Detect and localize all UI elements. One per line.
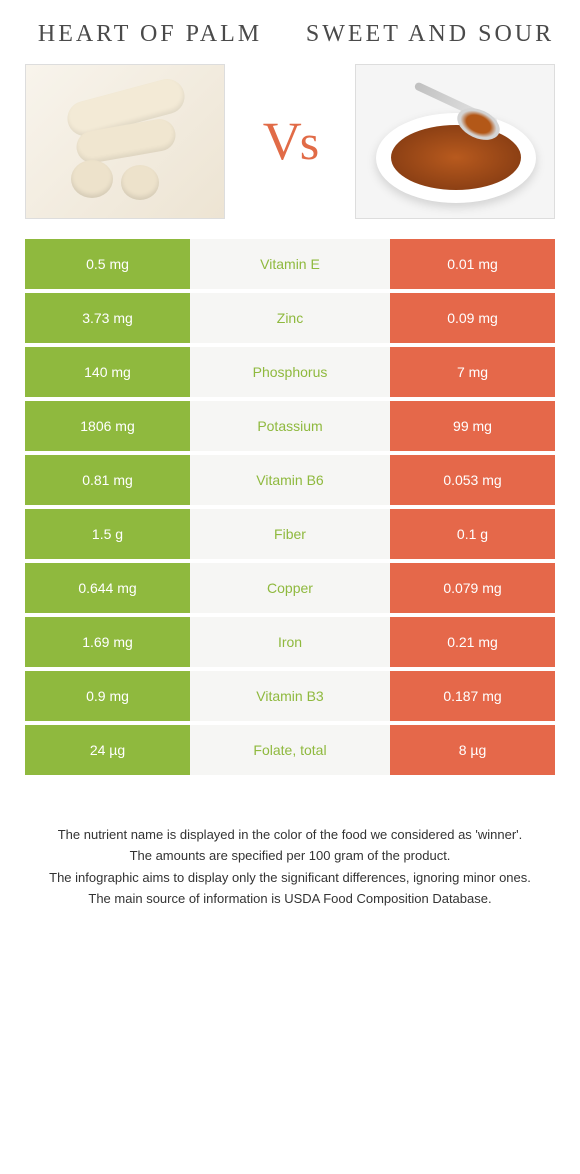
nutrient-name: Potassium	[190, 401, 390, 451]
nutrient-name: Vitamin B6	[190, 455, 390, 505]
left-value: 1.69 mg	[25, 617, 190, 667]
right-value: 0.21 mg	[390, 617, 555, 667]
right-value: 0.09 mg	[390, 293, 555, 343]
table-row: 3.73 mgZinc0.09 mg	[25, 293, 555, 343]
nutrient-name: Folate, total	[190, 725, 390, 775]
left-value: 0.9 mg	[25, 671, 190, 721]
left-value: 0.644 mg	[25, 563, 190, 613]
table-row: 0.644 mgCopper0.079 mg	[25, 563, 555, 613]
nutrient-name: Fiber	[190, 509, 390, 559]
nutrient-name: Vitamin B3	[190, 671, 390, 721]
table-row: 0.81 mgVitamin B60.053 mg	[25, 455, 555, 505]
nutrient-table: 0.5 mgVitamin E0.01 mg3.73 mgZinc0.09 mg…	[25, 239, 555, 775]
left-value: 3.73 mg	[25, 293, 190, 343]
table-row: 140 mgPhosphorus7 mg	[25, 347, 555, 397]
table-row: 0.9 mgVitamin B30.187 mg	[25, 671, 555, 721]
footer-line: The amounts are specified per 100 gram o…	[35, 846, 545, 866]
nutrient-name: Vitamin E	[190, 239, 390, 289]
table-row: 24 µgFolate, total8 µg	[25, 725, 555, 775]
table-row: 0.5 mgVitamin E0.01 mg	[25, 239, 555, 289]
nutrient-name: Iron	[190, 617, 390, 667]
nutrient-name: Phosphorus	[190, 347, 390, 397]
right-value: 0.053 mg	[390, 455, 555, 505]
nutrient-name: Copper	[190, 563, 390, 613]
footer-line: The nutrient name is displayed in the co…	[35, 825, 545, 845]
header-row: Heart of Palm Sweet and Sour	[25, 20, 555, 49]
right-value: 0.079 mg	[390, 563, 555, 613]
images-row: Vs	[25, 64, 555, 219]
table-row: 1.5 gFiber0.1 g	[25, 509, 555, 559]
footer-line: The infographic aims to display only the…	[35, 868, 545, 888]
right-value: 8 µg	[390, 725, 555, 775]
left-value: 1.5 g	[25, 509, 190, 559]
table-row: 1806 mgPotassium99 mg	[25, 401, 555, 451]
comparison-infographic: Heart of Palm Sweet and Sour Vs 0.5 mgVi…	[0, 0, 580, 941]
left-value: 0.81 mg	[25, 455, 190, 505]
right-value: 0.1 g	[390, 509, 555, 559]
right-food-title: Sweet and Sour	[305, 20, 555, 49]
footer-notes: The nutrient name is displayed in the co…	[25, 825, 555, 909]
left-food-image	[25, 64, 225, 219]
left-food-title: Heart of Palm	[25, 20, 275, 49]
left-value: 0.5 mg	[25, 239, 190, 289]
nutrient-name: Zinc	[190, 293, 390, 343]
footer-line: The main source of information is USDA F…	[35, 889, 545, 909]
right-value: 99 mg	[390, 401, 555, 451]
left-value: 140 mg	[25, 347, 190, 397]
right-value: 0.187 mg	[390, 671, 555, 721]
right-food-image	[355, 64, 555, 219]
vs-label: Vs	[263, 114, 317, 168]
left-value: 1806 mg	[25, 401, 190, 451]
right-value: 7 mg	[390, 347, 555, 397]
table-row: 1.69 mgIron0.21 mg	[25, 617, 555, 667]
left-value: 24 µg	[25, 725, 190, 775]
right-value: 0.01 mg	[390, 239, 555, 289]
